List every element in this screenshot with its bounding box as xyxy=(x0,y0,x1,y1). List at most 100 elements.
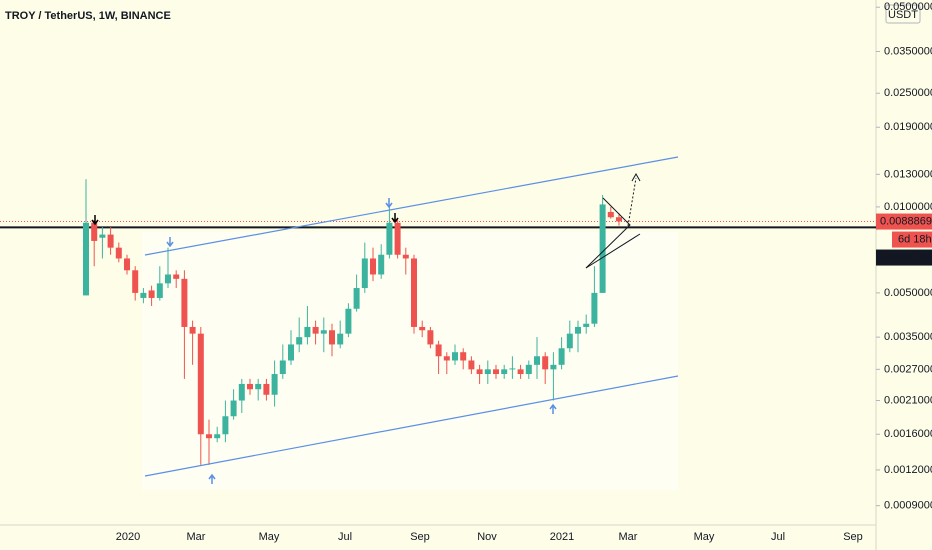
price-line-label: 0.0084764 xyxy=(880,251,932,263)
x-tick-label: 2021 xyxy=(550,531,574,543)
candle-body xyxy=(402,254,409,259)
candle-body xyxy=(271,374,278,395)
candle-body xyxy=(468,360,475,370)
x-tick-label: Mar xyxy=(619,531,638,543)
y-tick-label: 0.0190000 xyxy=(884,121,932,133)
y-tick-label: 0.0050000 xyxy=(884,287,932,299)
candle-body xyxy=(542,356,549,370)
candle-body xyxy=(378,254,385,275)
candle-body xyxy=(394,222,401,255)
x-tick-label: 2020 xyxy=(116,531,140,543)
candle-body xyxy=(509,368,516,370)
candle-body xyxy=(91,222,98,241)
range-shade xyxy=(142,232,678,490)
candle-body xyxy=(148,290,155,298)
candle-body xyxy=(320,330,327,334)
candle-body xyxy=(583,323,590,327)
candle-body xyxy=(525,364,532,375)
candle-body xyxy=(517,369,524,375)
candle-body xyxy=(361,258,368,289)
candle-body xyxy=(296,337,303,345)
candle-body xyxy=(230,400,237,417)
last-price-box xyxy=(876,213,932,230)
candle-body xyxy=(189,326,196,334)
y-tick-label: 0.0130000 xyxy=(884,168,932,180)
candle-body xyxy=(247,383,253,390)
projection-arrow xyxy=(631,172,641,182)
currency-box xyxy=(885,4,921,24)
candle-body xyxy=(411,258,417,327)
triangle-lower xyxy=(585,233,641,269)
candle-body xyxy=(132,270,139,293)
arrow-down xyxy=(91,215,99,226)
y-tick-label: 0.0100000 xyxy=(884,201,932,213)
candle-body xyxy=(181,278,188,327)
candle-body xyxy=(263,383,270,395)
breakout-projection xyxy=(627,177,637,227)
y-tick-label: 0.0500000 xyxy=(884,1,932,13)
candle-body xyxy=(83,222,89,296)
candle-body xyxy=(238,383,245,401)
candle-body xyxy=(493,369,499,375)
candle-body xyxy=(197,333,204,435)
candle-body xyxy=(165,274,171,284)
channel-upper xyxy=(144,156,679,256)
candle-body xyxy=(484,369,491,375)
y-tick-label: 0.0012000 xyxy=(884,464,932,476)
y-tick-label: 0.0350000 xyxy=(884,45,932,57)
candle-body xyxy=(353,288,360,309)
candle-body xyxy=(329,330,335,345)
candle-body xyxy=(476,369,483,375)
candle-body xyxy=(312,326,319,334)
candle-body xyxy=(575,326,581,334)
candle-body xyxy=(156,283,163,298)
candle-body xyxy=(345,308,352,334)
candle-body xyxy=(616,217,622,222)
x-tick-label: Mar xyxy=(187,531,206,543)
countdown-label: 6d 18h xyxy=(898,233,932,245)
x-tick-label: Jul xyxy=(771,531,785,543)
candle-body xyxy=(599,204,606,293)
candle-body xyxy=(337,333,344,345)
x-tick-label: May xyxy=(259,531,280,543)
candle-body xyxy=(222,416,229,435)
currency: USDT xyxy=(888,9,918,21)
candle-body xyxy=(427,330,434,345)
candle-body xyxy=(370,258,376,275)
price-line-box xyxy=(876,249,932,266)
y-tick-label: 0.0035000 xyxy=(884,331,932,343)
candle-body xyxy=(214,434,221,439)
candle-body xyxy=(501,369,508,375)
candle-body xyxy=(279,360,286,375)
candle-body xyxy=(558,348,565,365)
arrow-down xyxy=(391,213,399,224)
arrow-up xyxy=(549,403,557,414)
candle-body xyxy=(419,326,426,331)
candle-body xyxy=(206,434,212,439)
candle-body xyxy=(443,356,450,361)
candle-body xyxy=(607,211,614,218)
candle-body xyxy=(435,344,442,357)
arrow-down xyxy=(166,237,174,248)
plot xyxy=(0,179,876,465)
candle-body xyxy=(550,364,557,370)
x-tick-label: Sep xyxy=(843,531,863,543)
candle-body xyxy=(140,292,147,298)
candle-body xyxy=(99,234,106,238)
candle-body xyxy=(288,344,294,361)
y-tick-label: 0.0021000 xyxy=(884,394,932,406)
candle-body xyxy=(107,234,114,248)
y-tick-label: 0.0016000 xyxy=(884,428,932,440)
candle-body xyxy=(173,274,180,279)
candle-body xyxy=(566,333,573,349)
y-tick-label: 0.0027000 xyxy=(884,363,932,375)
candle-body xyxy=(591,292,598,324)
arrow-up xyxy=(208,473,216,484)
candle-body xyxy=(124,258,130,271)
candle-body xyxy=(115,247,122,259)
x-tick-label: Nov xyxy=(477,531,497,543)
x-tick-label: Jul xyxy=(338,531,352,543)
candle-body xyxy=(452,352,458,361)
candle-body xyxy=(304,326,311,338)
